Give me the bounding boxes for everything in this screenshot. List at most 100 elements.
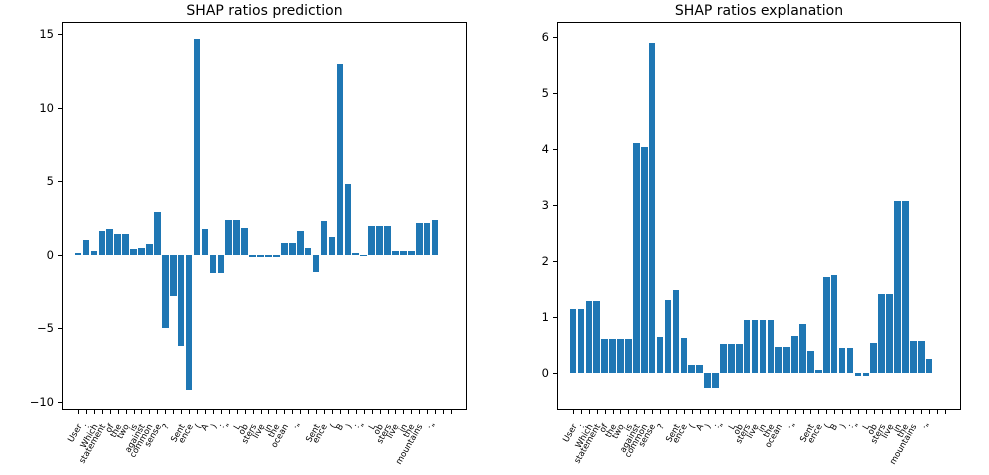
plot-area-explanation [557, 22, 961, 410]
bar [392, 250, 399, 255]
x-tick [451, 410, 452, 414]
bar [617, 339, 624, 374]
x-tick [794, 410, 796, 414]
bar [838, 348, 846, 374]
y-tick [58, 34, 62, 36]
x-tick [826, 410, 828, 414]
x-tick [331, 410, 333, 414]
x-tick [747, 410, 749, 414]
bar [154, 212, 161, 255]
bar [672, 290, 680, 374]
y-tick-label: 1 [541, 310, 549, 325]
bar [878, 294, 885, 374]
bar [400, 250, 407, 255]
x-tick [778, 410, 780, 414]
bar [910, 341, 917, 374]
bar [735, 343, 743, 374]
bar [846, 348, 854, 374]
y-tick [553, 317, 557, 319]
bar [320, 221, 328, 255]
bar [368, 225, 375, 255]
y-tick [58, 401, 62, 403]
x-tick [604, 410, 606, 414]
bar [138, 248, 145, 255]
x-tick [268, 410, 270, 414]
bar [862, 373, 870, 376]
bar [640, 147, 648, 374]
bar [415, 222, 423, 255]
x-tick [644, 410, 646, 414]
x-tick [355, 410, 357, 414]
chart-title-prediction: SHAP ratios prediction [186, 3, 343, 19]
x-tick [596, 410, 598, 414]
bar [886, 294, 893, 374]
bar [791, 336, 798, 374]
bar [408, 250, 415, 255]
y-tick [553, 37, 557, 39]
x-tick [324, 410, 326, 414]
bar [727, 343, 735, 374]
x-tick [276, 410, 278, 414]
x-tick [580, 410, 582, 414]
bar [82, 239, 90, 255]
chart-title-explanation: SHAP ratios explanation [674, 3, 844, 19]
bar [822, 276, 830, 374]
y-tick [58, 107, 62, 109]
x-tick [683, 410, 685, 414]
x-tick [873, 410, 875, 414]
x-tick [675, 410, 677, 414]
bar [743, 319, 751, 374]
bar [696, 365, 703, 374]
bar [122, 233, 129, 255]
x-tick [363, 410, 365, 414]
x-tick [573, 410, 574, 414]
x-tick [300, 410, 302, 414]
y-tick [58, 181, 62, 183]
bar [704, 373, 711, 388]
x-tick [204, 410, 206, 414]
bar [807, 351, 814, 374]
bar [114, 234, 121, 255]
bar [281, 243, 288, 255]
y-tick-label: 3 [541, 198, 549, 213]
bar [712, 373, 719, 388]
x-tick [101, 410, 103, 414]
x-tick [818, 410, 820, 414]
x-tick [660, 410, 662, 414]
bar [304, 248, 312, 255]
x-tick [865, 410, 867, 414]
bar [431, 219, 439, 255]
bar [296, 231, 304, 255]
x-tick [691, 410, 693, 414]
x-tick [905, 410, 907, 414]
plot-area-prediction [62, 22, 467, 410]
bar [265, 254, 272, 258]
bar [288, 243, 296, 255]
bar [688, 364, 696, 374]
bar [648, 42, 656, 374]
x-tick [731, 410, 733, 414]
bar [106, 229, 114, 255]
x-tick [810, 410, 812, 414]
x-tick [929, 410, 931, 414]
x-tick [197, 410, 199, 414]
y-tick-label: 6 [541, 30, 549, 45]
y-tick [553, 205, 557, 207]
bar [98, 230, 106, 255]
y-tick-label: −10 [29, 394, 54, 409]
x-tick [802, 410, 804, 414]
bar [870, 342, 878, 374]
x-tick [260, 410, 262, 414]
bar [854, 373, 862, 376]
y-tick-label: 5 [541, 86, 549, 101]
bar [273, 254, 280, 258]
x-tick [715, 410, 717, 414]
bar [830, 274, 838, 374]
x-tick [93, 410, 95, 414]
x-tick [937, 410, 939, 414]
x-tick [636, 410, 638, 414]
bar [169, 254, 177, 297]
bar [376, 225, 383, 255]
x-tick [316, 410, 318, 414]
y-tick-label: 4 [541, 142, 549, 157]
